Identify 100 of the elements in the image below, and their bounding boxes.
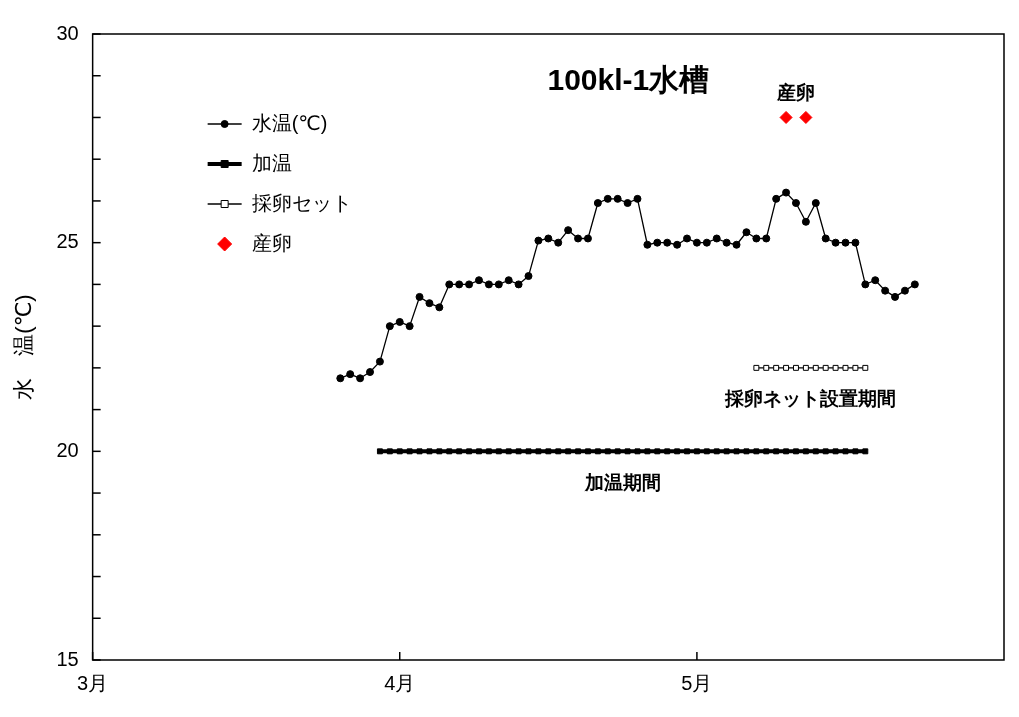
point xyxy=(743,448,750,455)
point xyxy=(841,238,850,247)
point xyxy=(772,194,781,203)
point xyxy=(594,448,601,455)
point xyxy=(495,448,502,455)
point xyxy=(832,448,839,455)
point xyxy=(812,448,819,455)
y-tick-label: 25 xyxy=(56,230,79,253)
annotation: 加温期間 xyxy=(583,471,661,493)
point xyxy=(396,448,403,455)
point xyxy=(812,364,819,371)
point xyxy=(654,448,661,455)
point xyxy=(545,448,552,455)
point xyxy=(832,364,839,371)
point xyxy=(366,368,375,377)
point xyxy=(476,448,482,455)
point xyxy=(742,228,751,237)
point xyxy=(783,364,790,371)
point xyxy=(782,188,791,197)
x-tick-label: 3月 xyxy=(77,671,109,694)
annotation: 産卵 xyxy=(775,81,815,103)
point xyxy=(484,280,493,289)
y-tick-label: 15 xyxy=(56,647,79,670)
point xyxy=(554,238,563,247)
point xyxy=(663,238,672,247)
point xyxy=(653,238,662,247)
point xyxy=(613,194,622,203)
point xyxy=(515,448,522,455)
point xyxy=(593,199,602,208)
point xyxy=(793,364,799,371)
point xyxy=(703,448,710,455)
point xyxy=(763,364,770,371)
point xyxy=(466,448,473,455)
point xyxy=(455,280,464,289)
point xyxy=(614,448,621,455)
y-axis-title: 水 温(℃) xyxy=(11,294,37,400)
point xyxy=(574,234,583,243)
point xyxy=(683,234,692,243)
y-tick-label: 20 xyxy=(56,438,79,461)
point xyxy=(634,448,641,455)
point xyxy=(821,234,830,243)
point xyxy=(356,374,365,383)
point xyxy=(822,364,829,371)
point xyxy=(881,286,890,295)
point xyxy=(416,448,423,455)
point xyxy=(733,448,740,455)
point xyxy=(861,280,870,289)
point xyxy=(852,448,859,455)
point xyxy=(752,234,761,243)
point xyxy=(425,299,434,308)
point xyxy=(395,317,404,326)
point xyxy=(346,370,355,379)
point xyxy=(336,374,345,383)
point xyxy=(633,194,642,203)
point xyxy=(862,364,869,371)
point xyxy=(783,448,790,455)
point xyxy=(643,240,652,249)
point xyxy=(871,276,880,285)
point xyxy=(673,240,682,249)
point xyxy=(623,199,632,208)
point xyxy=(446,448,453,455)
point xyxy=(692,238,701,247)
point xyxy=(664,448,671,455)
point xyxy=(799,110,813,124)
point xyxy=(415,292,424,301)
point xyxy=(842,448,849,455)
legend-label: 水温(℃) xyxy=(251,111,328,134)
point xyxy=(494,280,503,289)
point xyxy=(555,448,562,455)
point xyxy=(779,110,793,124)
point xyxy=(842,364,849,371)
point xyxy=(575,448,582,455)
point xyxy=(474,276,483,285)
point xyxy=(763,448,770,455)
point xyxy=(386,448,393,455)
point xyxy=(436,448,443,455)
point xyxy=(525,448,532,455)
point xyxy=(375,357,384,366)
x-tick-label: 4月 xyxy=(384,671,416,694)
point xyxy=(445,280,454,289)
point xyxy=(504,276,513,285)
annotation: 採卵ネット設置期間 xyxy=(724,388,897,410)
point xyxy=(604,448,611,455)
point xyxy=(426,448,433,455)
point xyxy=(712,234,721,243)
point xyxy=(674,448,681,455)
point xyxy=(910,280,919,289)
point xyxy=(514,280,523,289)
point xyxy=(405,322,414,331)
point xyxy=(852,364,859,371)
point xyxy=(565,448,572,455)
point xyxy=(624,448,631,455)
point xyxy=(822,448,829,455)
point xyxy=(713,448,720,455)
point xyxy=(534,236,543,245)
point xyxy=(535,448,542,455)
point xyxy=(802,364,809,371)
point xyxy=(584,448,591,455)
point xyxy=(456,448,463,455)
point xyxy=(544,234,553,243)
